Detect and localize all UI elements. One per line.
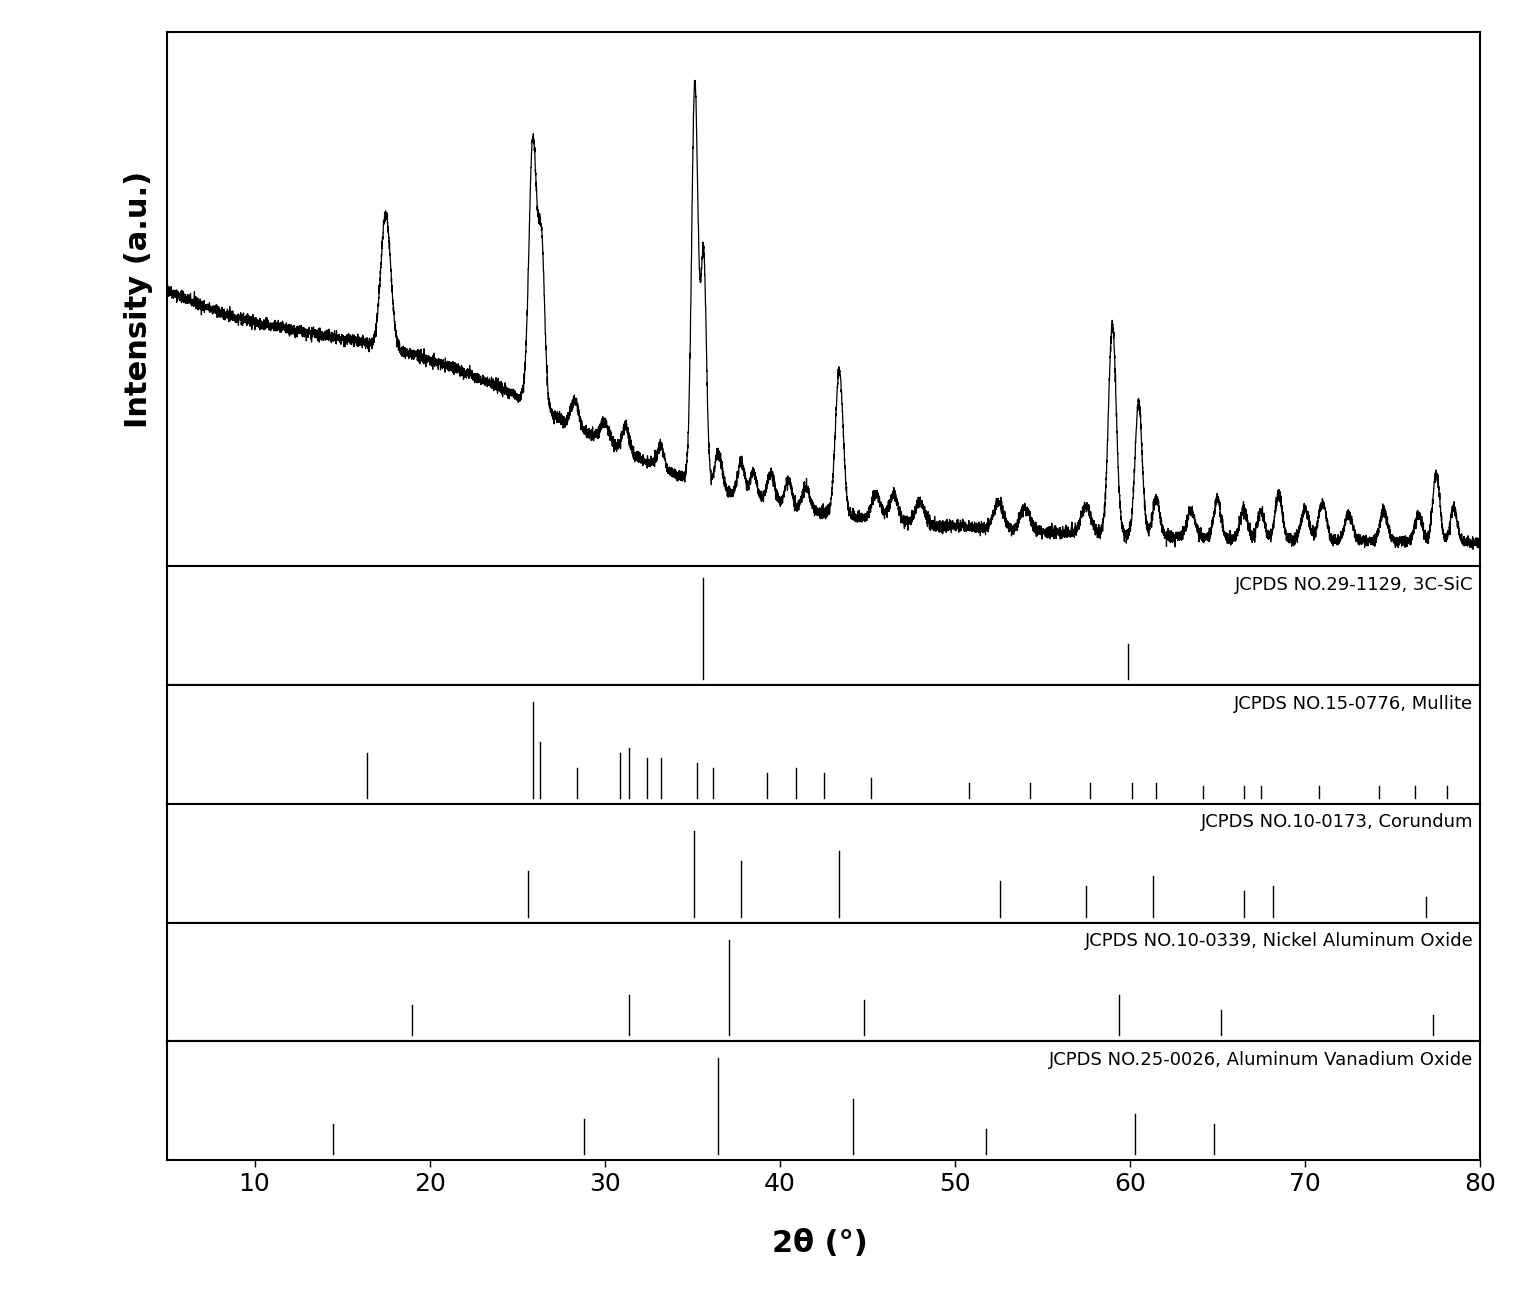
- Text: JCPDS NO.29-1129, 3C-SiC: JCPDS NO.29-1129, 3C-SiC: [1236, 576, 1474, 594]
- Text: JCPDS NO.25-0026, Aluminum Vanadium Oxide: JCPDS NO.25-0026, Aluminum Vanadium Oxid…: [1049, 1051, 1474, 1069]
- Text: JCPDS NO.15-0776, Mullite: JCPDS NO.15-0776, Mullite: [1234, 695, 1474, 713]
- Text: JCPDS NO.10-0339, Nickel Aluminum Oxide: JCPDS NO.10-0339, Nickel Aluminum Oxide: [1085, 932, 1474, 950]
- Y-axis label: Intensity (a.u.): Intensity (a.u.): [124, 170, 153, 428]
- Text: JCPDS NO.10-0173, Corundum: JCPDS NO.10-0173, Corundum: [1201, 813, 1474, 831]
- Text: 2θ (°): 2θ (°): [771, 1230, 868, 1258]
